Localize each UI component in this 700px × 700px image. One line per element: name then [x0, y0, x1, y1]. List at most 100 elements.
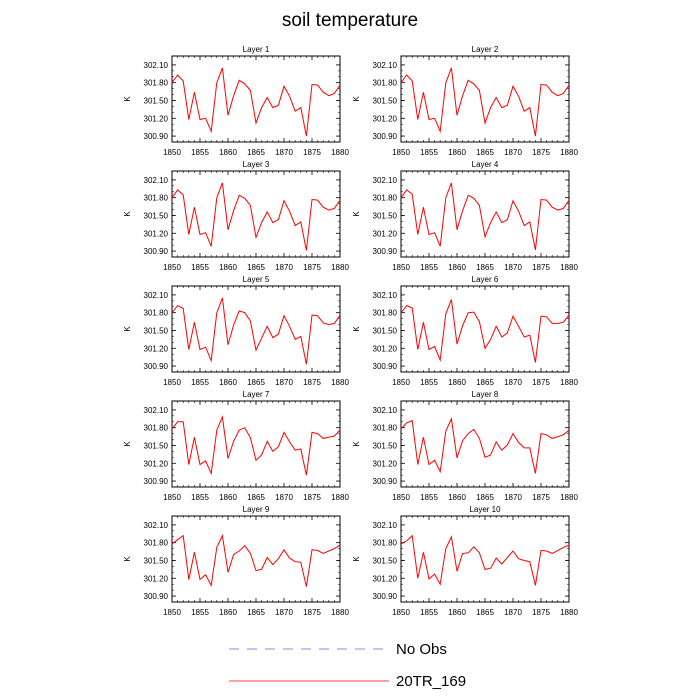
- y-tick-label: 301.80: [373, 79, 398, 88]
- y-axis-label: K: [123, 441, 132, 447]
- y-axis-label: K: [123, 211, 132, 217]
- x-tick-label: 1850: [163, 493, 181, 502]
- x-tick-label: 1855: [420, 378, 438, 387]
- y-axis-label: K: [352, 441, 361, 447]
- y-tick-label: 301.50: [144, 441, 169, 450]
- panel-layer-9: Layer 9 1850 1855 1860 1865 1870 1875 1880 300.9…: [123, 505, 349, 617]
- y-axis-label: K: [352, 326, 361, 332]
- series-line-20tr-169: [400, 67, 570, 137]
- series-line-20tr-169: [171, 415, 341, 476]
- x-tick-label: 1850: [392, 148, 410, 157]
- series-line-20tr-169: [400, 417, 570, 474]
- x-tick-label: 1850: [392, 493, 410, 502]
- y-tick-label: 302.10: [144, 406, 169, 415]
- y-tick-label: 302.10: [144, 291, 169, 300]
- panel-title: Layer 7: [243, 390, 270, 399]
- x-tick-label: 1850: [163, 263, 181, 272]
- x-tick-label: 1865: [476, 263, 494, 272]
- plot-frame: [400, 55, 570, 143]
- x-tick-label: 1850: [163, 608, 181, 617]
- x-tick-label: 1875: [303, 608, 321, 617]
- series-line-20tr-169: [171, 67, 341, 137]
- x-tick-label: 1855: [420, 493, 438, 502]
- panel-title: Layer 1: [243, 45, 270, 54]
- y-tick-label: 301.50: [144, 211, 169, 220]
- x-tick-label: 1880: [331, 608, 349, 617]
- plot-frame: [400, 515, 570, 603]
- x-tick-label: 1855: [420, 608, 438, 617]
- x-tick-label: 1860: [219, 493, 237, 502]
- y-tick-label: 301.80: [373, 424, 398, 433]
- x-tick-label: 1880: [331, 148, 349, 157]
- x-tick-label: 1880: [560, 148, 578, 157]
- y-tick-label: 301.20: [373, 574, 398, 583]
- panel-layer-2: Layer 2 1850 1855 1860 1865 1870 1875 1880 300.9…: [352, 45, 578, 157]
- x-tick-label: 1860: [219, 608, 237, 617]
- plot-frame: [171, 170, 341, 258]
- y-tick-label: 301.20: [144, 574, 169, 583]
- y-tick-label: 300.90: [144, 247, 169, 256]
- series-line-20tr-169: [400, 299, 570, 363]
- x-tick-label: 1870: [275, 608, 293, 617]
- plot-frame: [400, 285, 570, 373]
- y-tick-label: 301.80: [144, 424, 169, 433]
- x-tick-label: 1865: [476, 378, 494, 387]
- x-tick-label: 1850: [163, 378, 181, 387]
- panel-layer-3: Layer 3 1850 1855 1860 1865 1870 1875 1880 300.9…: [123, 160, 349, 272]
- y-axis-label: K: [352, 96, 361, 102]
- y-axis-label: K: [123, 556, 132, 562]
- chart-title: soil temperature: [282, 10, 418, 31]
- panel-title: Layer 10: [469, 505, 501, 514]
- plot-frame: [171, 55, 341, 143]
- y-tick-label: 301.80: [144, 79, 169, 88]
- y-tick-label: 300.90: [373, 132, 398, 141]
- x-tick-label: 1875: [303, 148, 321, 157]
- x-tick-label: 1870: [504, 378, 522, 387]
- y-tick-label: 301.50: [144, 96, 169, 105]
- x-tick-label: 1870: [275, 148, 293, 157]
- x-tick-label: 1865: [476, 148, 494, 157]
- y-tick-label: 301.20: [144, 114, 169, 123]
- x-tick-label: 1865: [247, 608, 265, 617]
- y-tick-label: 301.50: [373, 441, 398, 450]
- y-tick-label: 300.90: [373, 247, 398, 256]
- panel-layer-6: Layer 6 1850 1855 1860 1865 1870 1875 1880 300.9…: [352, 275, 578, 387]
- x-tick-label: 1855: [191, 148, 209, 157]
- y-tick-label: 300.90: [373, 477, 398, 486]
- y-tick-label: 301.50: [373, 556, 398, 565]
- x-tick-label: 1860: [448, 148, 466, 157]
- x-tick-label: 1870: [275, 263, 293, 272]
- x-tick-label: 1855: [191, 263, 209, 272]
- y-tick-label: 302.10: [373, 176, 398, 185]
- y-tick-label: 302.10: [144, 521, 169, 530]
- x-tick-label: 1870: [275, 378, 293, 387]
- x-tick-label: 1855: [420, 263, 438, 272]
- x-tick-label: 1880: [560, 493, 578, 502]
- x-tick-label: 1875: [303, 493, 321, 502]
- x-tick-label: 1860: [448, 493, 466, 502]
- panel-layer-1: Layer 1 1850 1855 1860 1865 1870 1875 1880 300.9…: [123, 45, 349, 157]
- y-tick-label: 301.50: [373, 211, 398, 220]
- x-tick-label: 1875: [532, 263, 550, 272]
- y-axis-label: K: [352, 211, 361, 217]
- y-tick-label: 300.90: [144, 362, 169, 371]
- y-tick-label: 301.20: [373, 114, 398, 123]
- y-tick-label: 300.90: [144, 477, 169, 486]
- y-tick-label: 301.20: [373, 344, 398, 353]
- panel-layer-10: Layer 10 1850 1855 1860 1865 1870 1875 1880 300.…: [352, 505, 578, 617]
- x-tick-label: 1875: [303, 378, 321, 387]
- y-tick-label: 300.90: [373, 592, 398, 601]
- y-tick-label: 301.20: [144, 344, 169, 353]
- panel-title: Layer 9: [243, 505, 270, 514]
- x-tick-label: 1880: [560, 263, 578, 272]
- y-tick-label: 301.50: [373, 326, 398, 335]
- x-tick-label: 1880: [331, 263, 349, 272]
- x-tick-label: 1880: [331, 493, 349, 502]
- x-tick-label: 1870: [504, 263, 522, 272]
- x-tick-label: 1875: [532, 148, 550, 157]
- series-line-20tr-169: [400, 182, 570, 250]
- y-tick-label: 302.10: [373, 406, 398, 415]
- legend: No Obs 20TR_169: [229, 641, 466, 690]
- y-tick-label: 301.80: [373, 309, 398, 318]
